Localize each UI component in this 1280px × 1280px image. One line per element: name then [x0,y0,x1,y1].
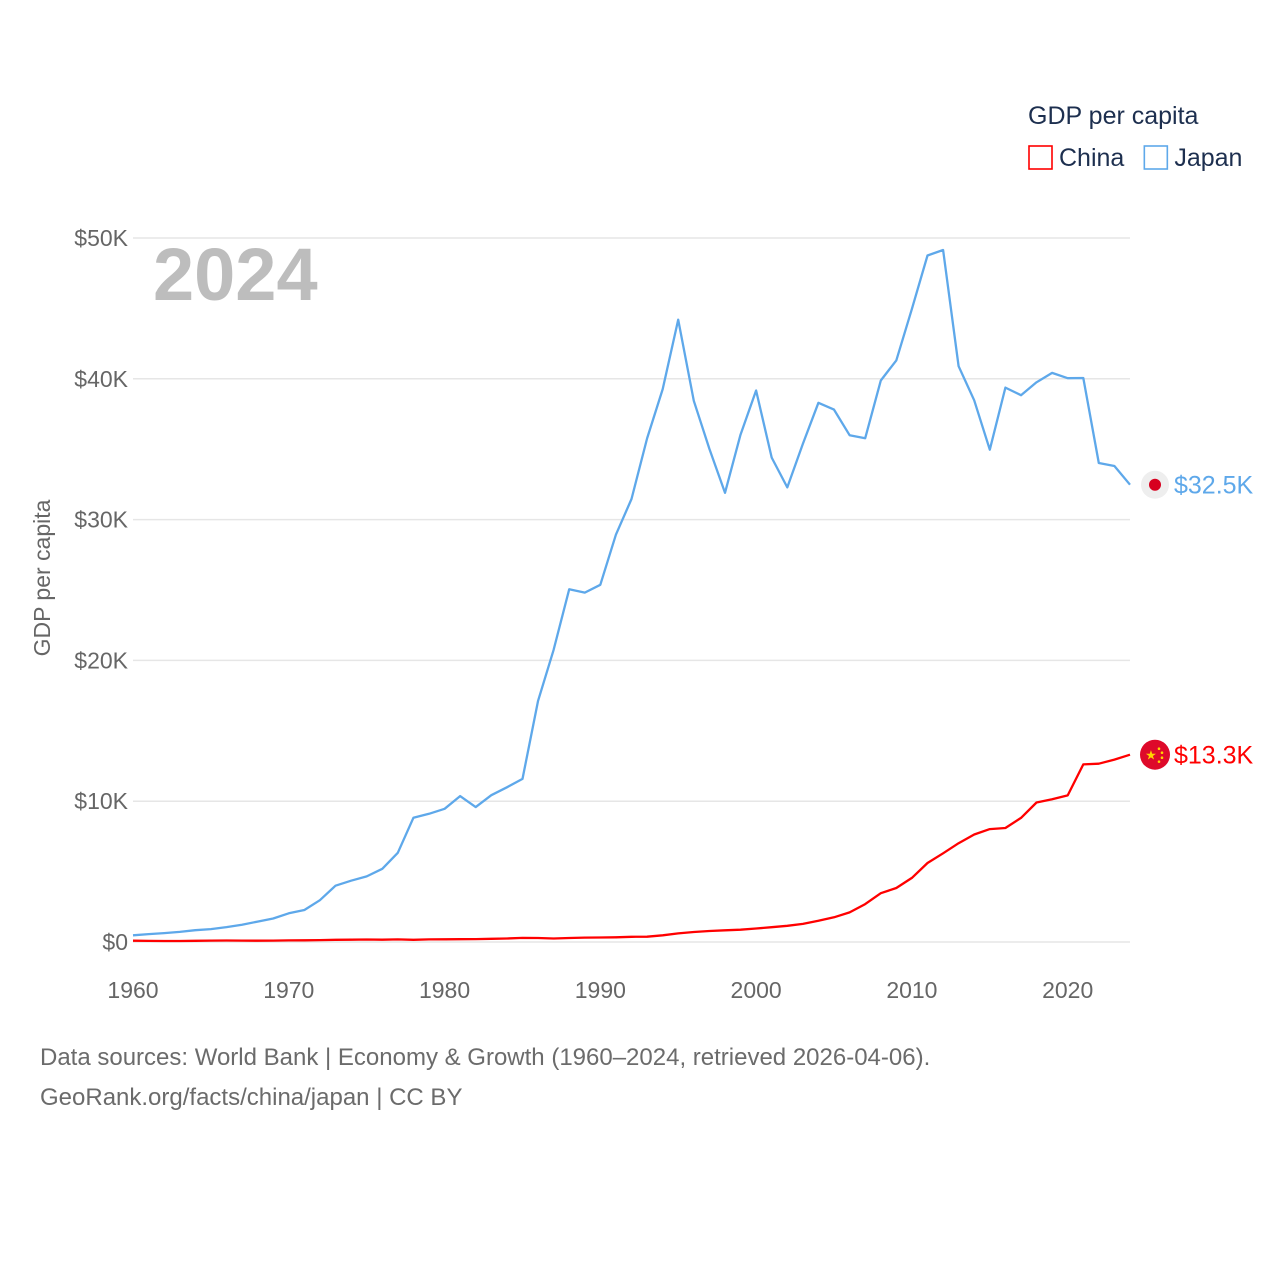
footer-sources: Data sources: World Bank | Economy & Gro… [40,1044,931,1071]
x-tick-label: 1970 [263,977,314,1003]
flag-small-star [1160,756,1164,759]
x-tick-label: 1990 [575,977,626,1003]
series-lines [132,248,1131,943]
flag-sun [1149,478,1161,491]
legend-label-japan: Japan [1174,144,1242,172]
japan-flag-icon [1141,470,1169,499]
y-tick-label: $30K [74,507,128,533]
end-labels: ★ $13.3K $32.5K [1140,470,1254,770]
flag-background [1140,739,1170,770]
x-tick-label: 1980 [419,977,470,1003]
china-flag-icon: ★ [1140,739,1170,770]
legend-label-china: China [1059,144,1124,172]
series-line-china [132,753,1131,943]
end-value-label-japan: $32.5K [1174,472,1254,500]
x-tick-label: 2020 [1042,977,1093,1003]
legend-title: GDP per capita [1028,102,1199,130]
series-line-japan [132,248,1131,937]
y-tick-label: $20K [74,647,128,673]
y-tick-label: $40K [74,366,128,392]
y-tick-label: $10K [74,788,128,814]
x-tick-label: 2000 [731,977,782,1003]
x-tick-label: 2010 [886,977,937,1003]
y-axis-label: GDP per capita [29,499,55,656]
legend: China Japan [1028,144,1242,172]
flag-small-star [1160,751,1164,754]
grid: $0 $10K $20K $30K $40K $50K 1960 1970 1980 1990 20… [74,225,1130,1003]
y-tick-label: $0 [102,929,128,955]
flag-star: ★ [1145,748,1157,763]
legend-swatch-china [1028,145,1053,170]
legend-swatch-japan [1143,145,1169,170]
y-tick-label: $50K [74,225,128,251]
x-tick-label: 1960 [107,977,158,1003]
footer-credit[interactable]: GeoRank.org/facts/china/japan | CC BY [40,1084,463,1111]
flag-small-star [1157,760,1161,763]
flag-small-star [1157,747,1161,750]
year-label: 2024 [153,233,318,316]
end-value-label-china: $13.3K [1174,742,1254,770]
